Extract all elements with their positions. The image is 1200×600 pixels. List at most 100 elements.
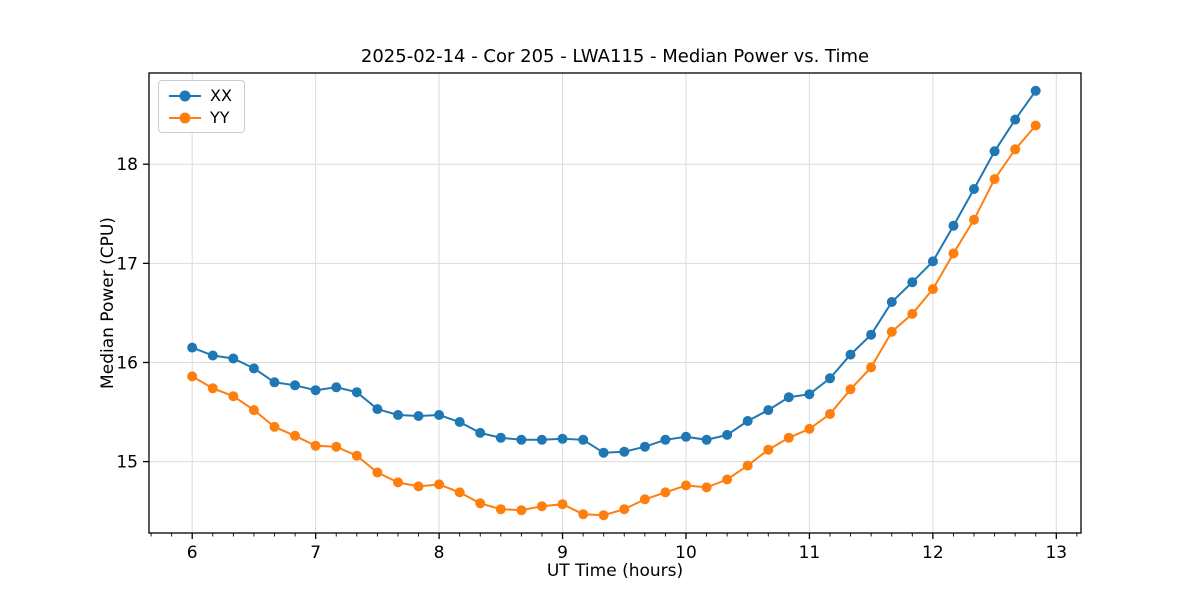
- series-xx-marker: [310, 385, 321, 396]
- x-tick-label: 10: [675, 543, 697, 563]
- series-xx-line: [191, 90, 1037, 454]
- series-yy-marker: [619, 504, 630, 515]
- series-xx-marker: [331, 382, 342, 393]
- x-tick-label: 11: [799, 543, 821, 563]
- series-xx-marker: [578, 434, 589, 445]
- series-xx-marker: [557, 433, 568, 444]
- series-xx-marker: [413, 411, 424, 421]
- series-yy-marker: [969, 214, 979, 225]
- series-xx-marker: [804, 389, 815, 400]
- series-yy-marker: [660, 487, 671, 498]
- series-xx-marker: [660, 434, 671, 445]
- series-xx-marker: [969, 184, 979, 194]
- series-yy-marker: [598, 510, 609, 521]
- series-yy-marker: [763, 444, 774, 455]
- x-tick-label: 13: [1045, 543, 1067, 563]
- series-xx-marker: [269, 377, 280, 388]
- legend-swatch-xx-line-marker-icon: [169, 90, 201, 101]
- series-xx-marker: [742, 416, 753, 426]
- series-xx-marker: [516, 434, 527, 445]
- legend-item-xx: XX: [168, 86, 232, 105]
- series-yy-marker: [825, 409, 835, 419]
- series-xx-marker: [495, 432, 506, 443]
- legend: XX YY: [158, 80, 245, 133]
- x-tick-label: 9: [557, 543, 568, 563]
- series-yy-marker: [927, 284, 938, 295]
- x-axis-label: UT Time (hours): [546, 561, 684, 581]
- series-yy-marker: [948, 248, 959, 259]
- series-yy-marker: [639, 494, 650, 505]
- series-xx-marker: [825, 373, 835, 384]
- x-tick-label: 7: [310, 543, 321, 563]
- series-yy-marker: [783, 432, 794, 443]
- series-xx-marker: [536, 434, 547, 445]
- series-xx-marker: [1010, 114, 1021, 125]
- series-xx-marker: [927, 256, 938, 267]
- series-yy-marker: [495, 504, 506, 515]
- series-yy-marker: [516, 505, 527, 516]
- series-yy-marker: [290, 430, 300, 441]
- series-xx-marker: [907, 277, 918, 288]
- series-xx-marker: [434, 410, 445, 420]
- series-yy-marker: [907, 308, 918, 319]
- series-yy-marker: [845, 384, 856, 395]
- series-xx-marker: [845, 349, 856, 360]
- series-yy-marker: [248, 405, 259, 416]
- series-xx-marker: [763, 405, 774, 416]
- y-tick-label: 18: [116, 155, 138, 175]
- series-xx-marker: [681, 431, 691, 442]
- series-yy-marker: [742, 460, 753, 471]
- series-yy-marker: [331, 441, 342, 452]
- series-yy-marker: [557, 499, 568, 510]
- series-xx-marker: [290, 380, 300, 391]
- series-yy-marker: [434, 479, 445, 490]
- series-yy-marker: [886, 326, 897, 337]
- series-xx-marker: [1030, 85, 1041, 96]
- series-yy-marker: [804, 423, 815, 434]
- y-tick-label: 15: [116, 453, 138, 473]
- legend-label-xx: XX: [210, 86, 232, 105]
- series-yy-marker: [187, 371, 198, 382]
- series-yy-marker: [475, 498, 486, 509]
- y-tick-label: 17: [116, 254, 138, 274]
- chart-title: 2025-02-14 - Cor 205 - LWA115 - Median P…: [360, 46, 870, 67]
- series-yy-marker: [1010, 144, 1021, 155]
- series-yy-marker: [989, 174, 1000, 185]
- series-xx-marker: [187, 342, 198, 353]
- x-tick-label: 8: [434, 543, 445, 563]
- series-yy-marker: [372, 467, 383, 478]
- x-tick-label: 6: [187, 543, 198, 563]
- series-yy-marker: [351, 450, 362, 461]
- series-xx-marker: [783, 392, 794, 403]
- series-yy-marker: [413, 481, 424, 492]
- legend-swatch-yy-line-marker-icon: [169, 112, 201, 123]
- series-yy-marker: [681, 480, 691, 491]
- series-xx-marker: [722, 429, 733, 440]
- series-yy-marker: [310, 440, 321, 451]
- x-tick-label: 12: [922, 543, 944, 563]
- series-xx-marker: [207, 350, 218, 361]
- series-xx-marker: [598, 447, 609, 458]
- series-yy-marker: [722, 474, 733, 485]
- series-yy-marker: [228, 391, 239, 402]
- series-xx-marker: [948, 220, 959, 231]
- series-xx-marker: [475, 427, 486, 438]
- series-yy-marker: [454, 487, 465, 498]
- axes-spines: [148, 72, 1082, 534]
- series-xx-marker: [351, 387, 362, 398]
- series-yy-marker: [207, 383, 218, 394]
- series-yy-marker: [701, 482, 712, 493]
- series-xx-marker: [393, 410, 403, 420]
- series-yy-marker: [1030, 120, 1041, 131]
- series-xx-marker: [866, 329, 877, 340]
- series-xx-marker: [248, 363, 259, 374]
- y-tick-label: 16: [116, 353, 138, 373]
- series-xx-marker: [619, 446, 630, 457]
- series-yy-marker: [578, 509, 589, 520]
- series-xx-marker: [886, 297, 897, 307]
- series-yy-line: [191, 124, 1037, 517]
- series-yy-marker: [866, 362, 877, 373]
- legend-label-yy: YY: [210, 108, 230, 127]
